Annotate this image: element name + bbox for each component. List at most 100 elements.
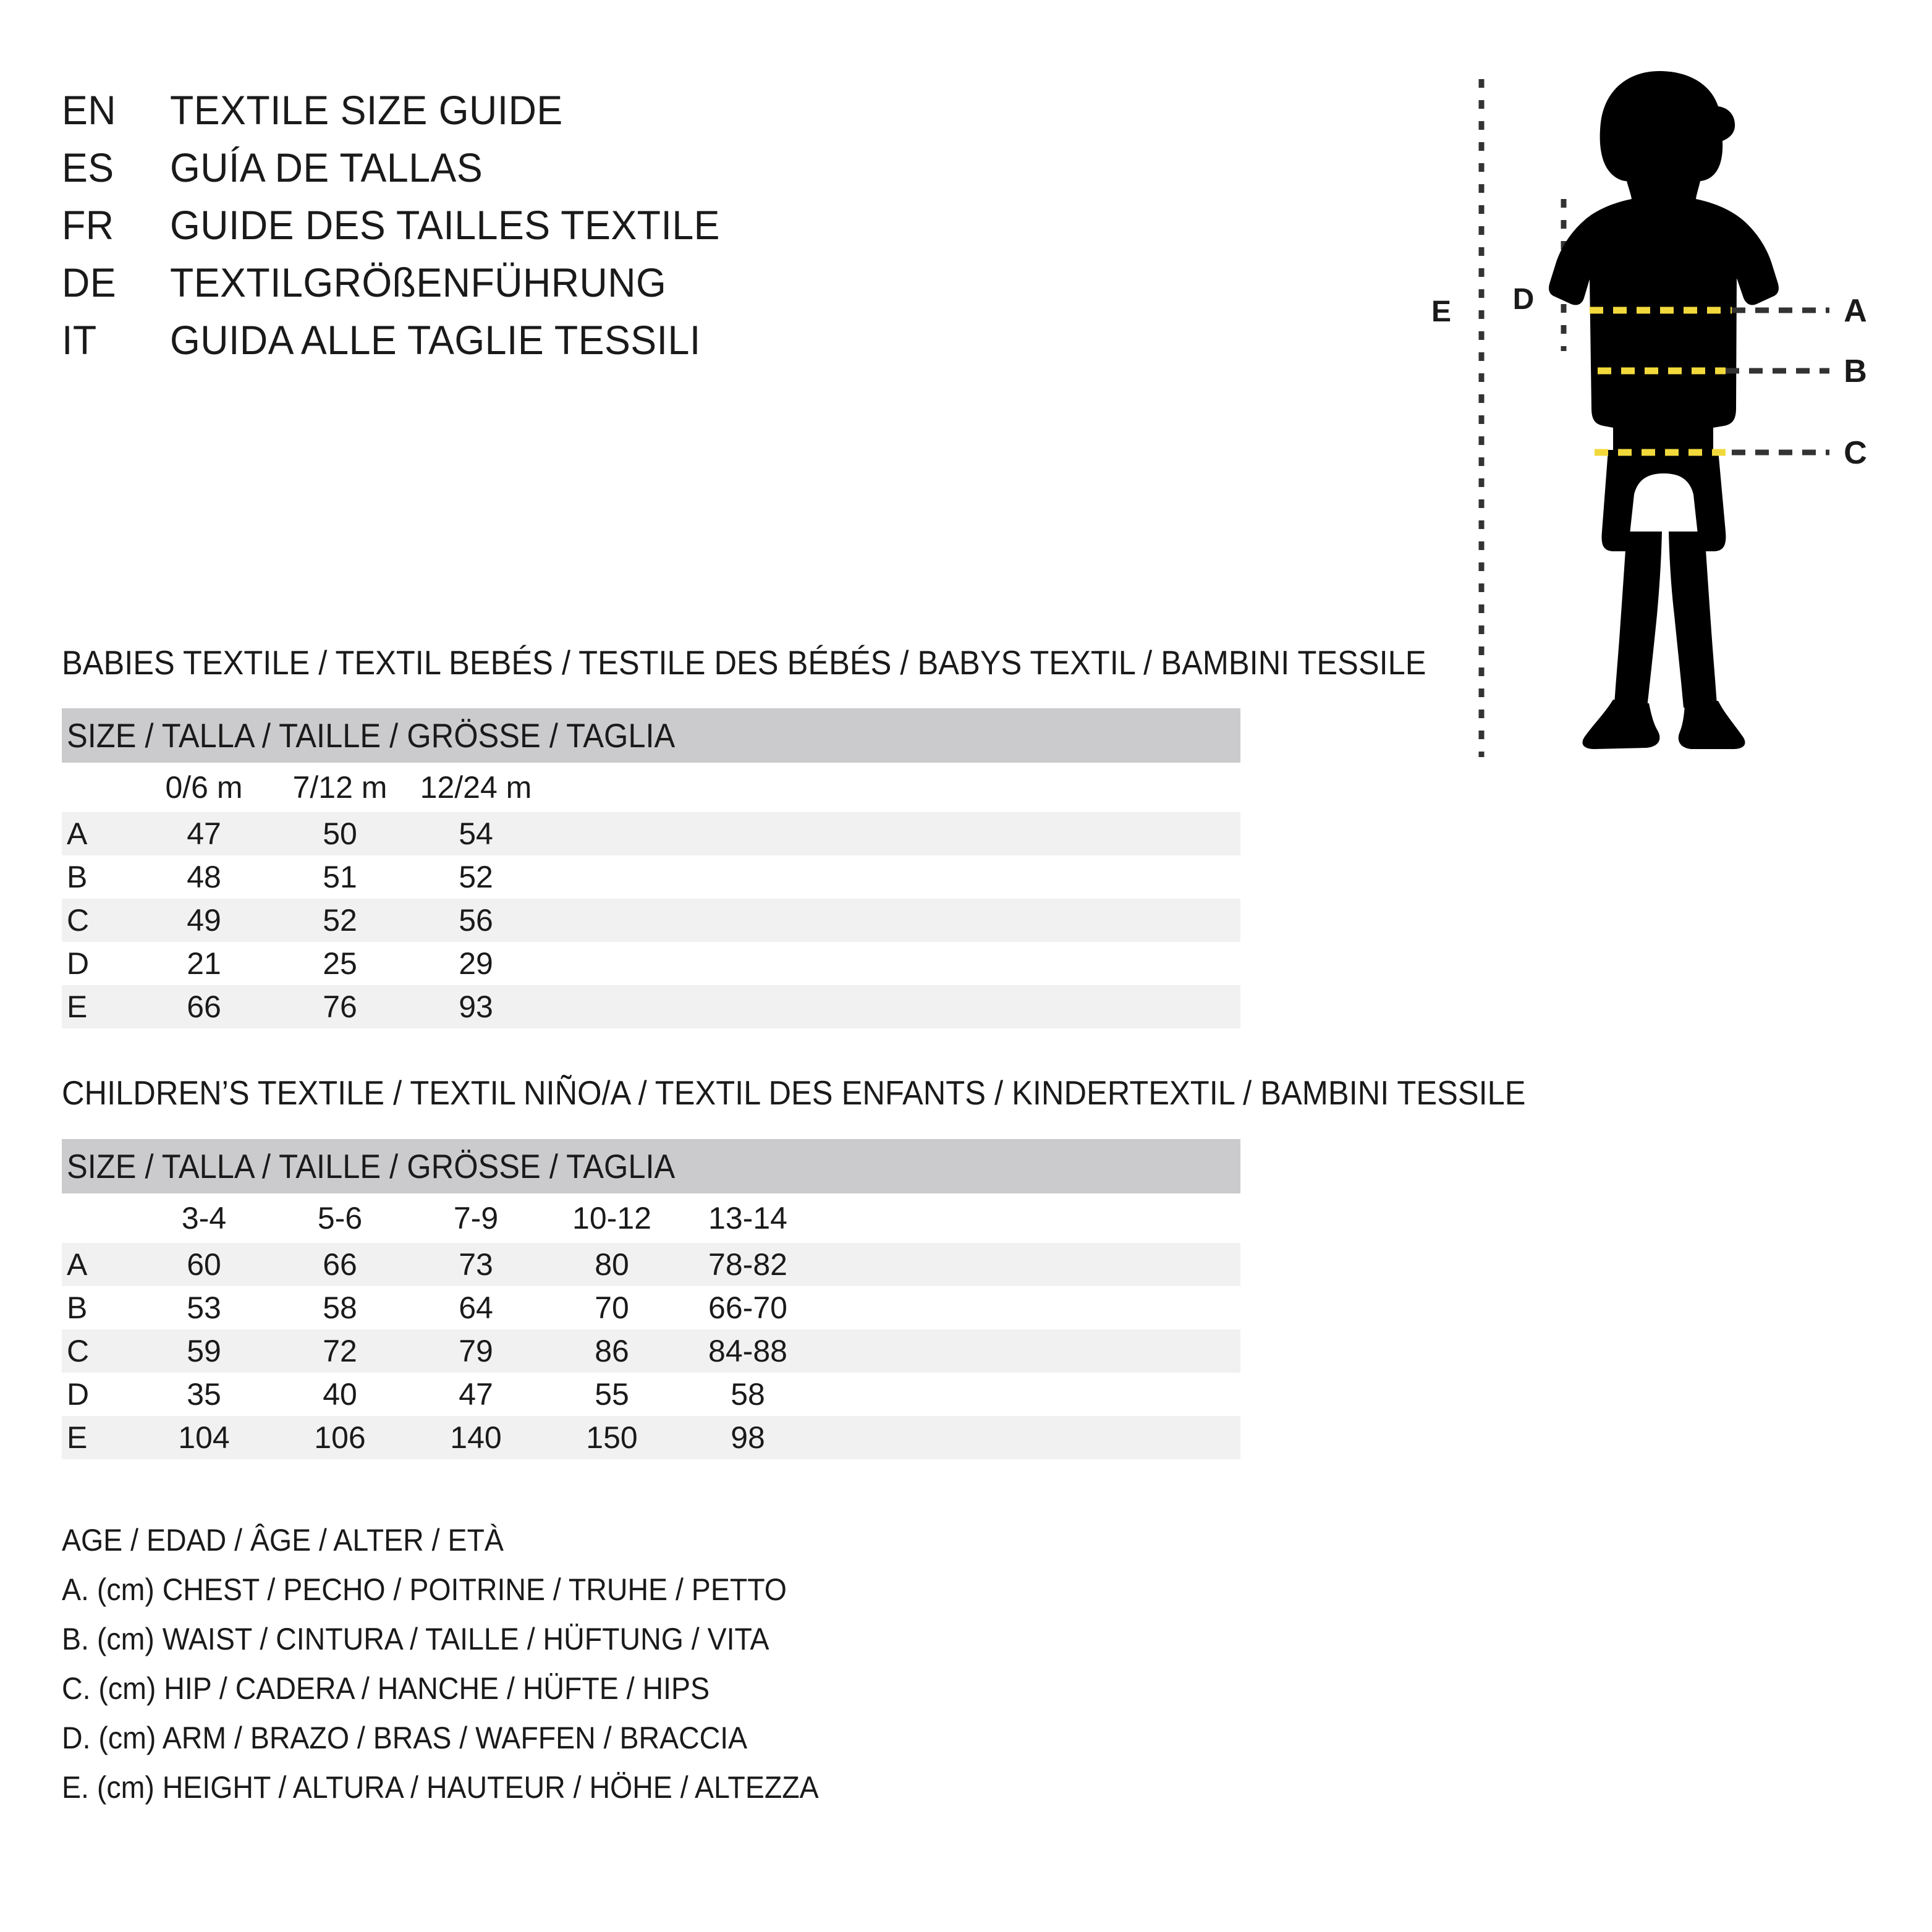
children-cell-d-3: 55 [544,1373,680,1416]
children-cell-b-2: 64 [408,1286,544,1329]
babies-cell-c-2: 56 [408,899,544,942]
children-cell-a-4: 78-82 [680,1243,816,1286]
babies-cell-b-1: 51 [272,855,408,899]
table-row: C 59 72 79 86 84-88 [62,1329,1240,1373]
babies-cell-c-pad [544,899,1240,942]
language-code-de: DE [62,260,117,305]
babies-cell-a-pad [544,812,1240,855]
children-row-label-b: B [62,1286,136,1329]
language-title-fr: GUIDE DES TAILLES TEXTILE [170,202,720,248]
babies-cell-e-2: 93 [408,985,544,1028]
children-cell-b-4: 66-70 [680,1286,816,1329]
figure-label-c: C [1844,435,1867,471]
children-cell-c-3: 86 [544,1329,680,1373]
language-code-en: EN [62,87,117,133]
children-row-label-a: A [62,1243,136,1286]
babies-cell-d-1: 25 [272,942,408,985]
children-cell-e-1: 106 [272,1416,408,1459]
babies-cell-a-0: 47 [136,812,272,855]
table-row: A 60 66 73 80 78-82 [62,1243,1240,1286]
babies-cell-e-1: 76 [272,985,408,1028]
legend-line-d-arm: D. (cm) ARM / BRAZO / BRAS / WAFFEN / BR… [62,1721,748,1755]
children-col-header-3: 10-12 [544,1193,680,1243]
children-corner-cell [62,1193,136,1243]
language-title-it: GUIDA ALLE TAGLIE TESSILI [170,317,701,363]
children-cell-d-pad [816,1373,1240,1416]
babies-cell-a-2: 54 [408,812,544,855]
table-row: A 47 50 54 [62,812,1240,855]
figure-label-e: E [1431,295,1451,328]
children-cell-d-1: 40 [272,1373,408,1416]
children-col-header-1: 5-6 [272,1193,408,1243]
babies-cell-b-0: 48 [136,855,272,899]
table-row: E 66 76 93 [62,985,1240,1028]
babies-cell-c-0: 49 [136,899,272,942]
babies-cell-e-pad [544,985,1240,1028]
babies-row-label-a: A [62,812,136,855]
children-band-header-row: SIZE / TALLA / TAILLE / GRÖSSE / TAGLIA [62,1139,1240,1193]
language-row-en: EN TEXTILE SIZE GUIDE [62,87,834,144]
language-code-it: IT [62,317,97,363]
legend-line-age: AGE / EDAD / ÂGE / ALTER / ETÀ [62,1523,504,1557]
children-cell-e-4: 98 [680,1416,816,1459]
children-cell-d-0: 35 [136,1373,272,1416]
babies-row-label-e: E [62,985,136,1028]
babies-row-label-c: C [62,899,136,942]
table-row: D 35 40 47 55 58 [62,1373,1240,1416]
children-cell-d-4: 58 [680,1373,816,1416]
babies-cell-d-2: 29 [408,942,544,985]
babies-row-label-b: B [62,855,136,899]
children-col-header-pad [816,1193,1240,1243]
children-col-header-0: 3-4 [136,1193,272,1243]
table-row: B 48 51 52 [62,855,1240,899]
child-silhouette-icon [1549,71,1779,749]
children-col-header-2: 7-9 [408,1193,544,1243]
children-cell-b-0: 53 [136,1286,272,1329]
figure-label-d: D [1513,283,1535,316]
figure-label-a: A [1844,293,1867,329]
children-cell-a-3: 80 [544,1243,680,1286]
language-title-block: EN TEXTILE SIZE GUIDE ES GUÍA DE TALLAS … [62,87,834,374]
babies-cell-d-pad [544,942,1240,985]
children-cell-a-1: 66 [272,1243,408,1286]
table-row: D 21 25 29 [62,942,1240,985]
children-section-title: CHILDREN’S TEXTILE / TEXTIL NIÑO/A / TEX… [62,1074,1526,1112]
babies-cell-e-0: 66 [136,985,272,1028]
table-row: E 104 106 140 150 98 [62,1416,1240,1459]
babies-section-title: BABIES TEXTILE / TEXTIL BEBÉS / TESTILE … [62,643,1426,682]
legend-line-e-height: E. (cm) HEIGHT / ALTURA / HAUTEUR / HÖHE… [62,1770,819,1805]
babies-row-label-d: D [62,942,136,985]
language-row-es: ES GUÍA DE TALLAS [62,144,834,201]
babies-cell-b-pad [544,855,1240,899]
babies-cell-a-1: 50 [272,812,408,855]
children-cell-a-pad [816,1243,1240,1286]
children-cell-e-3: 150 [544,1416,680,1459]
children-cell-c-0: 59 [136,1329,272,1373]
language-row-it: IT GUIDA ALLE TAGLIE TESSILI [62,316,834,374]
children-band-label: SIZE / TALLA / TAILLE / GRÖSSE / TAGLIA [67,1147,676,1185]
figure-label-b: B [1844,354,1867,389]
children-col-header-4: 13-14 [680,1193,816,1243]
children-cell-b-pad [816,1286,1240,1329]
babies-cell-b-2: 52 [408,855,544,899]
language-row-fr: FR GUIDE DES TAILLES TEXTILE [62,201,834,259]
language-code-fr: FR [62,202,114,248]
children-cell-b-1: 58 [272,1286,408,1329]
legend-line-a-chest: A. (cm) CHEST / PECHO / POITRINE / TRUHE… [62,1572,787,1607]
babies-col-header-2: 12/24 m [408,763,544,812]
children-size-table: SIZE / TALLA / TAILLE / GRÖSSE / TAGLIA … [62,1139,1240,1459]
children-cell-e-pad [816,1416,1240,1459]
children-cell-d-2: 47 [408,1373,544,1416]
children-cell-b-3: 70 [544,1286,680,1329]
language-code-es: ES [62,145,114,190]
language-title-de: TEXTILGRÖßENFÜHRUNG [170,260,667,305]
legend-line-b-waist: B. (cm) WAIST / CINTURA / TAILLE / HÜFTU… [62,1622,769,1656]
children-cell-c-pad [816,1329,1240,1373]
children-cell-c-1: 72 [272,1329,408,1373]
table-row: B 53 58 64 70 66-70 [62,1286,1240,1329]
children-row-label-c: C [62,1329,136,1373]
children-column-header-row: 3-4 5-6 7-9 10-12 13-14 [62,1193,1240,1243]
babies-corner-cell [62,763,136,812]
language-title-es: GUÍA DE TALLAS [170,145,483,190]
babies-col-header-1: 7/12 m [272,763,408,812]
